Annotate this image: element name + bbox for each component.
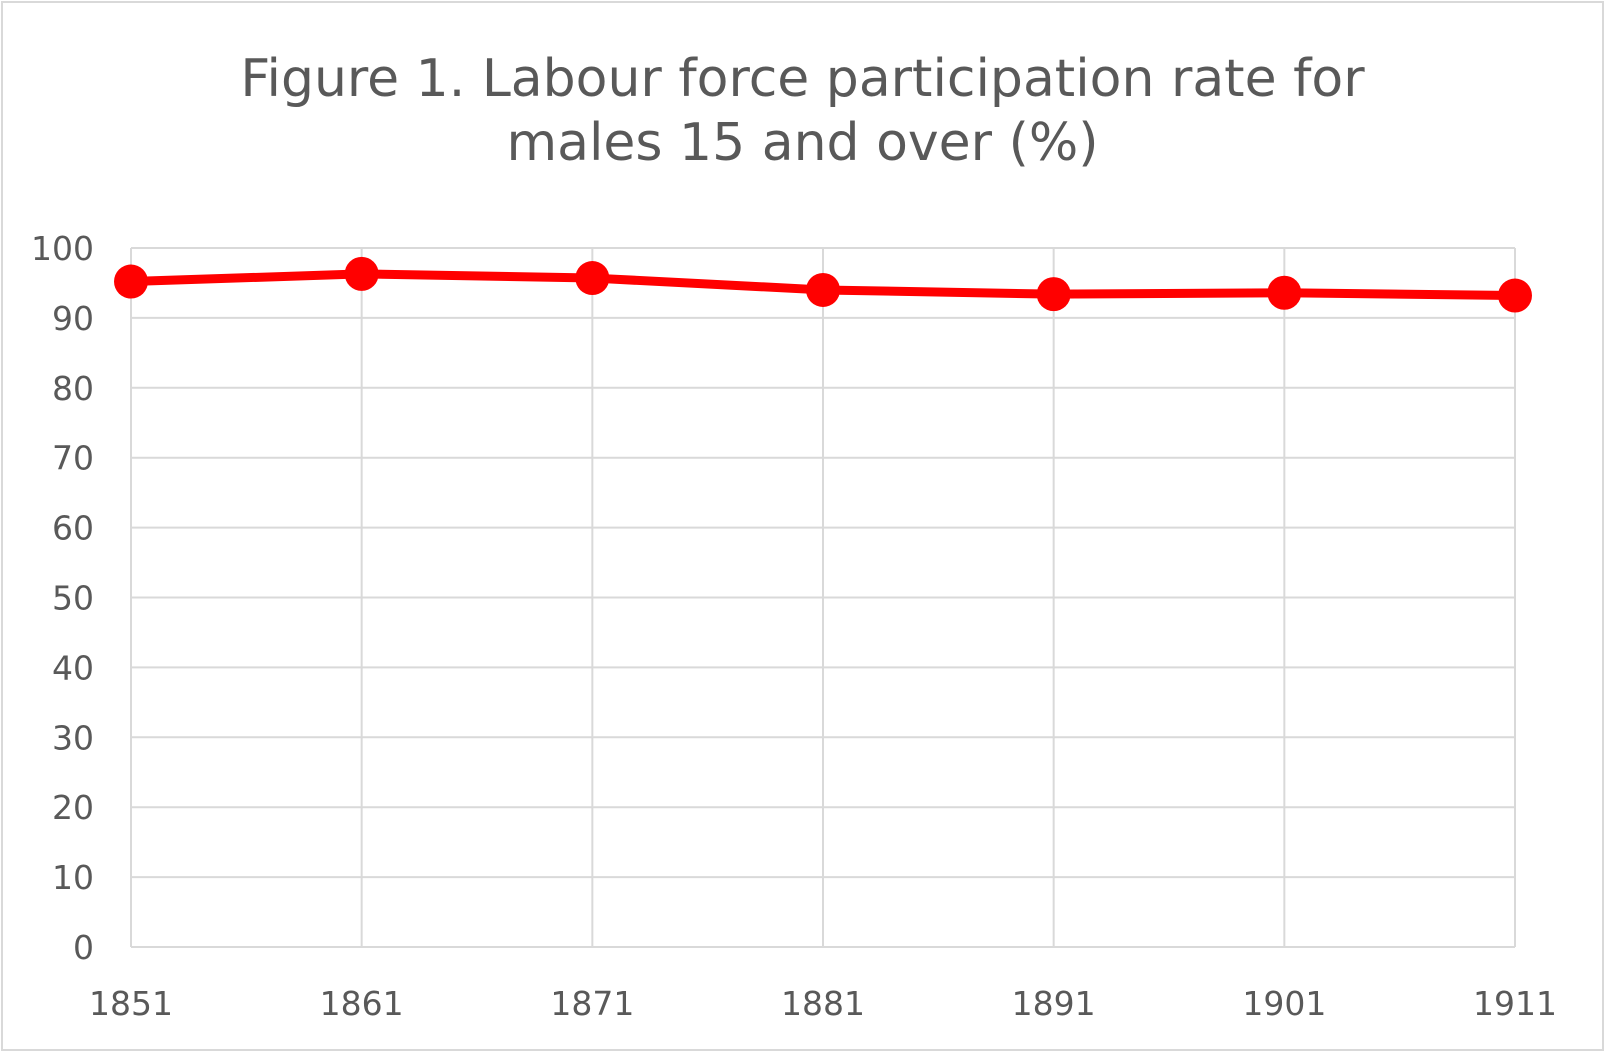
y-tick-label: 0 bbox=[73, 928, 94, 967]
x-tick-label: 1881 bbox=[781, 984, 865, 1023]
y-tick-label: 50 bbox=[52, 579, 94, 618]
data-point-1911 bbox=[1498, 278, 1532, 313]
data-point-1871 bbox=[575, 261, 610, 296]
tick-labels: 0 10 20 30 40 50 60 70 80 90 100 1851 1861 1871 1881 18… bbox=[31, 229, 1557, 1023]
data-point-1861 bbox=[344, 256, 379, 291]
x-tick-label: 1871 bbox=[550, 984, 634, 1023]
x-tick-label: 1911 bbox=[1473, 984, 1557, 1023]
y-tick-label: 60 bbox=[52, 509, 94, 548]
data-point-1881 bbox=[806, 272, 840, 307]
series bbox=[114, 256, 1532, 313]
chart-title-line-2: males 15 and over (%) bbox=[506, 113, 1099, 173]
y-tick-label: 20 bbox=[52, 788, 94, 827]
chart-title: Figure 1. Labour force participation rat… bbox=[3, 47, 1602, 175]
x-tick-label: 1901 bbox=[1242, 984, 1326, 1023]
x-tick-label: 1851 bbox=[89, 984, 173, 1023]
data-point-1901 bbox=[1267, 275, 1302, 310]
data-point-1851 bbox=[114, 264, 148, 299]
y-tick-label: 30 bbox=[52, 718, 94, 757]
x-tick-label: 1891 bbox=[1012, 984, 1096, 1023]
chart-title-line-1: Figure 1. Labour force participation rat… bbox=[240, 49, 1365, 109]
y-tick-label: 100 bbox=[31, 229, 94, 268]
y-tick-label: 40 bbox=[52, 648, 94, 687]
y-tick-label: 10 bbox=[52, 858, 94, 897]
gridlines bbox=[131, 247, 1516, 947]
x-tick-label: 1861 bbox=[320, 984, 404, 1023]
axes bbox=[130, 248, 1515, 948]
y-tick-label: 80 bbox=[52, 369, 94, 408]
y-tick-label: 90 bbox=[52, 299, 94, 338]
data-point-1891 bbox=[1036, 277, 1071, 312]
y-tick-label: 70 bbox=[52, 439, 94, 478]
